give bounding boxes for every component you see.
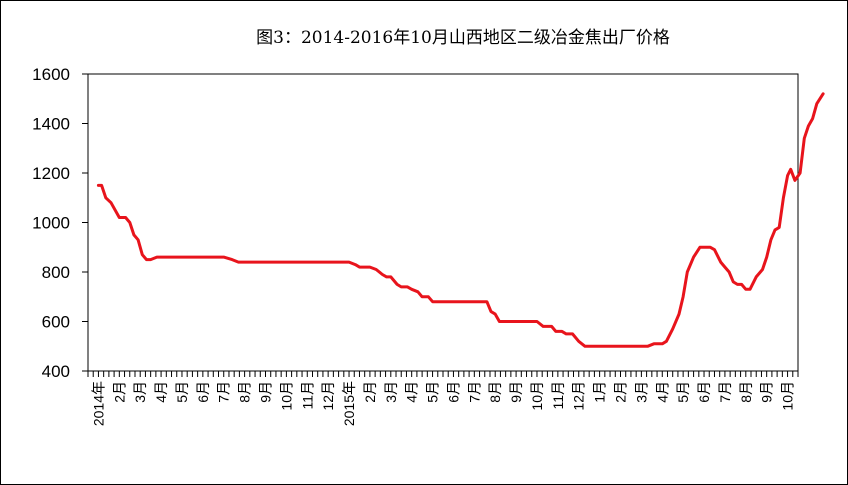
x-tick-label: 9月 [258, 381, 274, 403]
x-tick-label: 10月 [529, 381, 545, 411]
x-tick-label: 3月 [383, 381, 399, 403]
x-tick-label: 4月 [404, 381, 420, 403]
x-tick-label: 4月 [153, 381, 169, 403]
x-tick-label: 5月 [425, 381, 441, 403]
x-tick-label: 4月 [654, 381, 670, 403]
x-tick-label: 2014年 [90, 381, 106, 426]
x-tick-label: 7月 [466, 381, 482, 403]
x-tick-label: 5月 [675, 381, 691, 403]
x-tick-label: 11月 [299, 381, 315, 410]
price-series-line [96, 92, 825, 348]
x-tick-label: 7月 [717, 381, 733, 403]
x-tick-label: 3月 [633, 381, 649, 403]
x-tick-label: 8月 [487, 381, 503, 403]
x-tick-label: 1月 [592, 381, 608, 403]
x-tick-label: 9月 [759, 381, 775, 403]
x-tick-label: 6月 [195, 381, 211, 403]
y-tick-label: 1400 [32, 115, 70, 134]
x-tick-label: 2月 [111, 381, 127, 403]
x-axis: 2014年 2月 3月 4月 5月 6月 7月 8月 9月 10月 11月 12月 2015年 2月 3月 4… [87, 371, 799, 426]
x-tick-label: 2015年 [341, 381, 357, 426]
y-tick-label: 800 [42, 263, 70, 282]
x-tick-label: 9月 [508, 381, 524, 403]
plot-border [87, 73, 799, 372]
x-tick-label: 7月 [216, 381, 232, 403]
x-tick-label: 8月 [738, 381, 754, 403]
y-tick-label: 1200 [32, 164, 70, 183]
chart-title: 图3：2014-2016年10月山西地区二级冶金焦出厂价格 [256, 28, 670, 48]
x-tick-label: 8月 [237, 381, 253, 403]
x-tick-label: 2月 [613, 381, 629, 403]
y-axis: 400 600 800 1000 1200 1400 1600 [32, 65, 88, 381]
x-tick-label: 12月 [571, 381, 587, 411]
y-tick-label: 400 [42, 362, 70, 381]
x-tick-label: 2月 [362, 381, 378, 403]
y-tick-label: 1000 [32, 214, 70, 233]
x-tick-label: 6月 [696, 381, 712, 403]
y-tick-label: 1600 [32, 65, 70, 84]
x-tick-label: 10月 [780, 381, 796, 411]
x-tick-label: 6月 [445, 381, 461, 403]
y-tick-label: 600 [42, 313, 70, 332]
x-tick-label: 11月 [550, 381, 566, 410]
x-tick-label: 5月 [174, 381, 190, 403]
x-tick-label: 3月 [132, 381, 148, 403]
x-tick-label: 12月 [320, 381, 336, 411]
x-tick-label: 10月 [278, 381, 294, 411]
